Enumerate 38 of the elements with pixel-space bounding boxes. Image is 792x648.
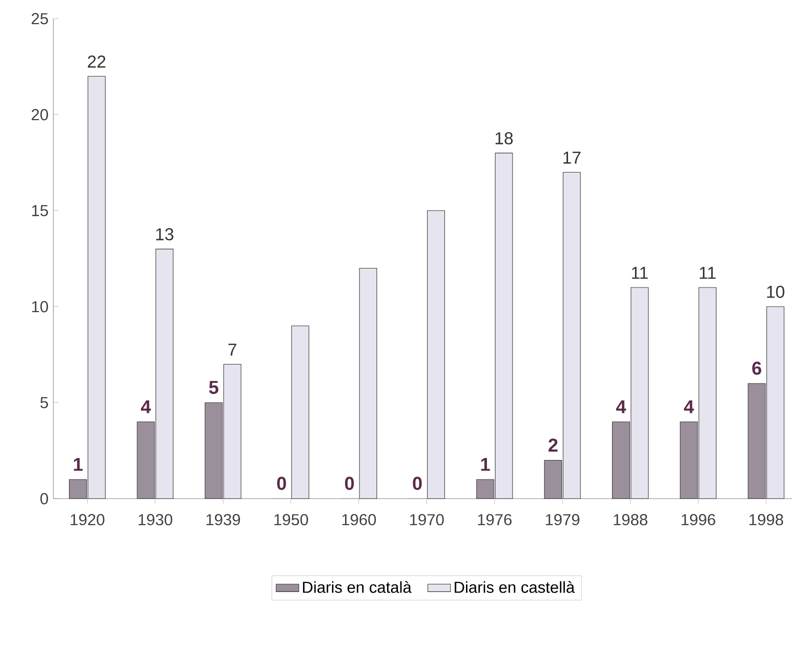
data-label: 0 — [277, 476, 286, 490]
data-label: 13 — [156, 228, 174, 240]
data-label: 11 — [632, 266, 648, 279]
data-label: 6 — [752, 362, 762, 375]
x-tick-label: 1996 — [682, 514, 716, 526]
data-label: 0 — [412, 476, 422, 490]
y-tick-label: 5 — [40, 397, 48, 408]
legend-label: Diaris en català — [303, 581, 412, 593]
x-tick-label: 1960 — [342, 514, 376, 526]
data-label: 22 — [88, 56, 106, 68]
data-label: 1 — [481, 458, 490, 471]
y-tick-label: 15 — [32, 205, 48, 216]
data-label: 10 — [767, 286, 784, 298]
x-tick-label: 1930 — [138, 514, 172, 526]
data-label: 4 — [140, 400, 151, 414]
data-label: 18 — [496, 132, 513, 144]
data-label: 2 — [548, 438, 558, 452]
data-label: 1 — [74, 458, 83, 471]
data-label: 0 — [345, 476, 354, 490]
x-tick-label: 1988 — [614, 514, 648, 526]
y-tick-label: 20 — [32, 109, 48, 120]
data-label: 17 — [563, 152, 580, 164]
data-label: 7 — [228, 344, 236, 356]
data-label: 11 — [700, 266, 716, 279]
x-tick-label: 1998 — [750, 514, 784, 526]
x-tick-label: 1970 — [410, 514, 444, 526]
x-tick-label: 1920 — [70, 514, 104, 526]
data-label: 4 — [684, 400, 694, 414]
y-tick-label: 0 — [40, 493, 48, 504]
x-tick-label: 1950 — [274, 514, 308, 526]
y-tick-label: 25 — [32, 13, 48, 24]
x-tick-label: 1979 — [546, 514, 580, 526]
data-label: 4 — [616, 400, 626, 414]
data-label: 5 — [209, 381, 218, 394]
x-tick-label: 1939 — [206, 514, 240, 526]
y-tick-label: 10 — [32, 301, 48, 312]
x-tick-label: 1976 — [478, 514, 512, 526]
legend-label: Diaris en castellà — [454, 581, 575, 593]
